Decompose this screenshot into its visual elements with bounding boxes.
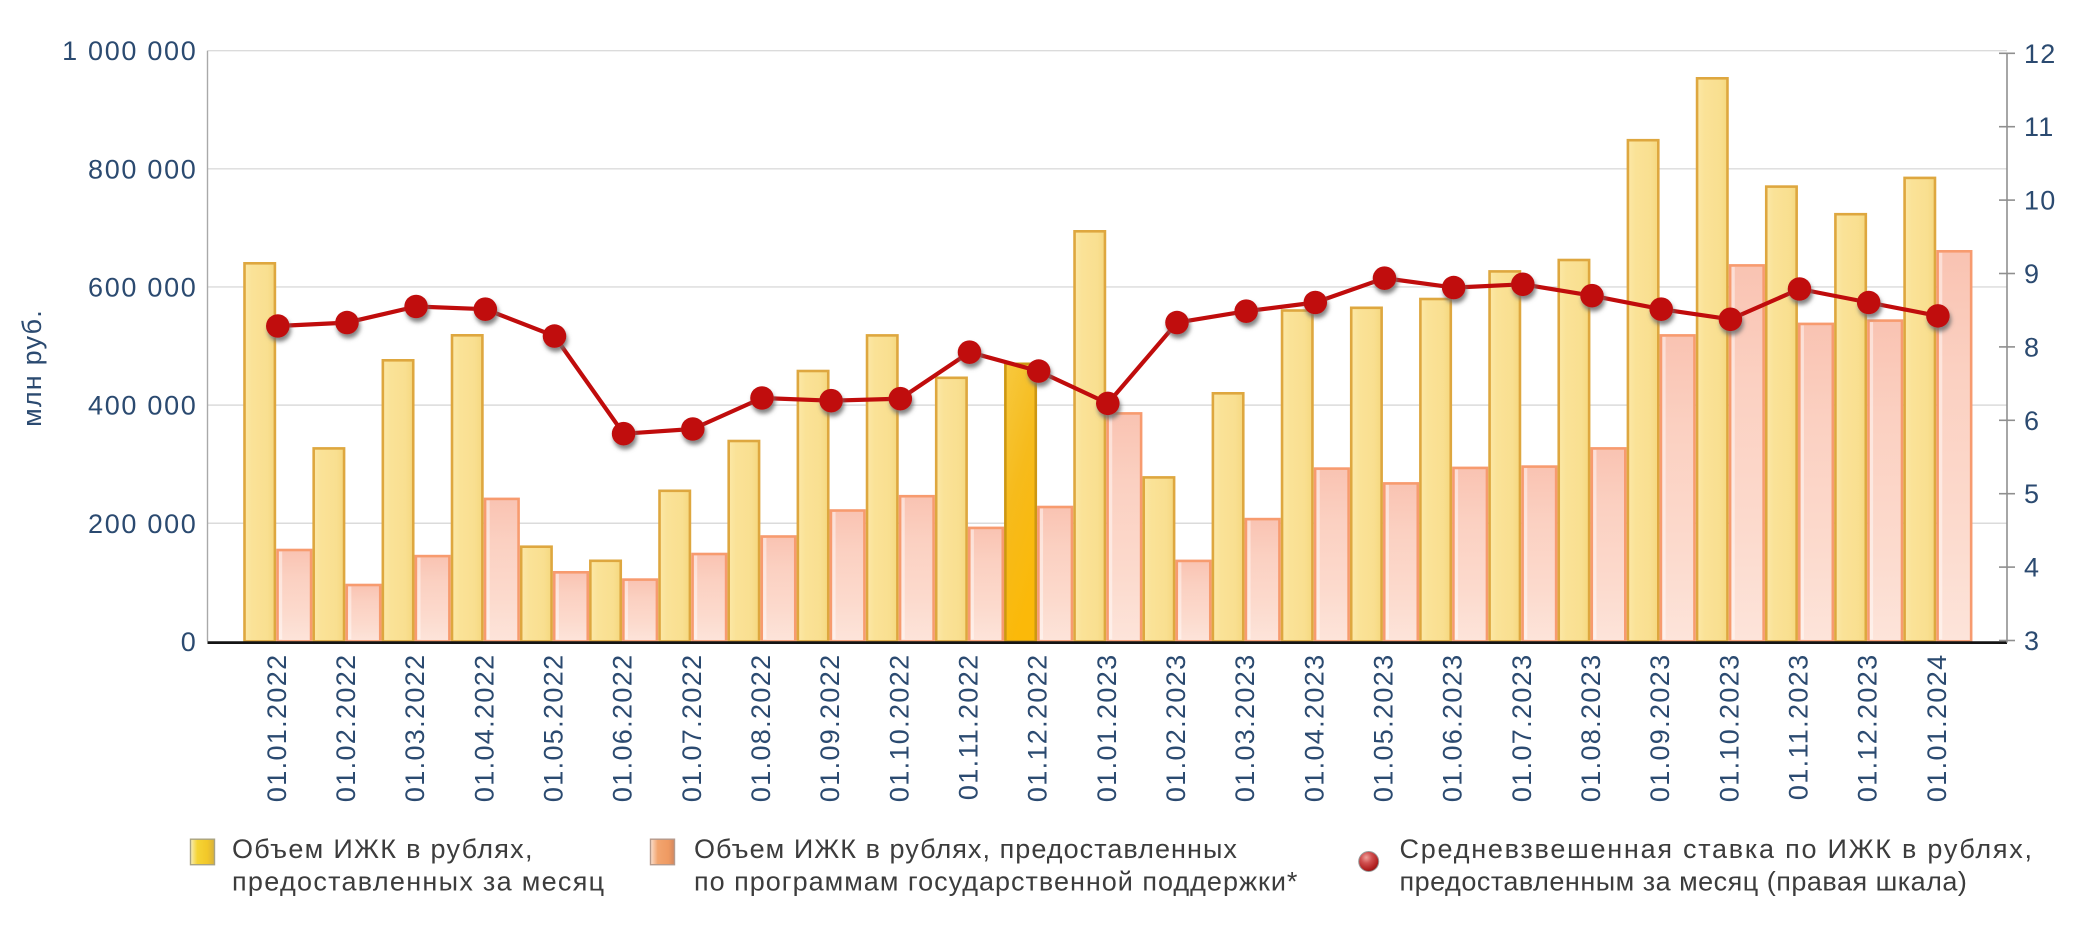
svg-text:01.12.2023: 01.12.2023 <box>1853 654 1883 803</box>
svg-text:01.05.2023: 01.05.2023 <box>1369 654 1399 803</box>
svg-text:12: 12 <box>2024 39 2056 69</box>
svg-text:10: 10 <box>2024 186 2056 216</box>
svg-text:4: 4 <box>2024 553 2040 583</box>
svg-text:Объем ИЖК в рублях,: Объем ИЖК в рублях, <box>232 834 534 864</box>
svg-text:01.11.2023: 01.11.2023 <box>1784 654 1814 801</box>
svg-text:01.02.2023: 01.02.2023 <box>1161 654 1191 803</box>
svg-text:0: 0 <box>181 627 198 657</box>
svg-text:400 000: 400 000 <box>88 391 198 421</box>
svg-text:800 000: 800 000 <box>88 154 198 184</box>
svg-text:01.07.2022: 01.07.2022 <box>677 654 707 803</box>
svg-text:8: 8 <box>2024 332 2040 362</box>
svg-text:01.09.2022: 01.09.2022 <box>815 654 845 803</box>
svg-text:01.06.2022: 01.06.2022 <box>608 654 638 803</box>
svg-text:01.10.2023: 01.10.2023 <box>1714 654 1744 803</box>
svg-text:11: 11 <box>2024 112 2054 142</box>
svg-text:01.01.2024: 01.01.2024 <box>1922 654 1952 803</box>
svg-text:01.04.2023: 01.04.2023 <box>1299 654 1329 803</box>
svg-text:01.02.2022: 01.02.2022 <box>331 654 361 803</box>
svg-text:01.05.2022: 01.05.2022 <box>539 654 569 803</box>
svg-text:9: 9 <box>2024 259 2040 289</box>
svg-text:01.03.2022: 01.03.2022 <box>400 654 430 803</box>
svg-text:5: 5 <box>2024 479 2040 509</box>
svg-text:1 000 000: 1 000 000 <box>62 36 197 66</box>
svg-text:по программам государственной: по программам государственной поддержки* <box>694 867 1298 897</box>
svg-text:01.01.2023: 01.01.2023 <box>1092 654 1122 803</box>
svg-text:01.07.2023: 01.07.2023 <box>1507 654 1537 803</box>
svg-text:01.09.2023: 01.09.2023 <box>1645 654 1675 803</box>
svg-text:3: 3 <box>2024 626 2040 656</box>
svg-text:01.06.2023: 01.06.2023 <box>1438 654 1468 803</box>
svg-text:предоставленным за месяц (прав: предоставленным за месяц (правая шкала) <box>1400 867 1968 897</box>
svg-text:01.01.2022: 01.01.2022 <box>262 654 292 803</box>
svg-text:200 000: 200 000 <box>88 509 198 539</box>
svg-text:01.04.2022: 01.04.2022 <box>469 654 499 803</box>
svg-text:01.12.2022: 01.12.2022 <box>1023 654 1053 803</box>
svg-text:01.08.2022: 01.08.2022 <box>746 654 776 803</box>
svg-text:01.03.2023: 01.03.2023 <box>1230 654 1260 803</box>
svg-text:01.08.2023: 01.08.2023 <box>1576 654 1606 803</box>
svg-text:01.11.2022: 01.11.2022 <box>954 654 984 801</box>
svg-text:млн руб.: млн руб. <box>17 309 47 427</box>
svg-text:Средневзвешенная ставка по ИЖК: Средневзвешенная ставка по ИЖК в рублях, <box>1400 834 2034 864</box>
svg-text:Объем ИЖК в рублях, предоставл: Объем ИЖК в рублях, предоставленных <box>694 834 1238 864</box>
svg-text:6: 6 <box>2024 406 2040 436</box>
svg-text:01.10.2022: 01.10.2022 <box>884 654 914 803</box>
svg-text:600 000: 600 000 <box>88 273 198 303</box>
svg-text:предоставленных за месяц: предоставленных за месяц <box>232 867 605 897</box>
